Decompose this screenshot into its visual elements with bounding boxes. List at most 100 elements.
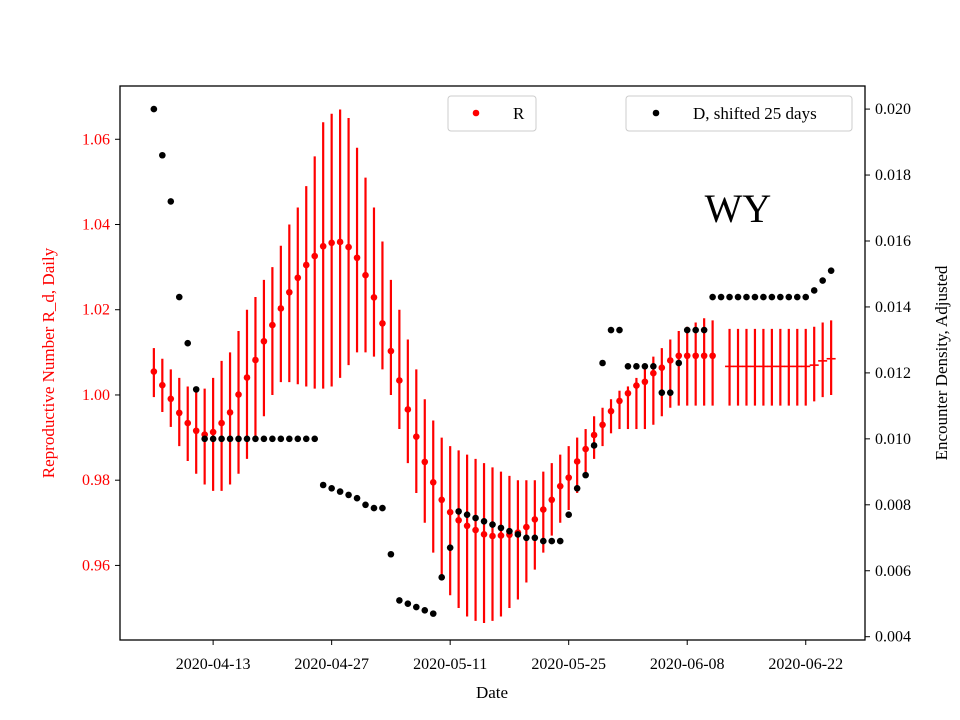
legend-r: R	[447, 95, 537, 132]
d-point	[565, 511, 572, 518]
legend-d-box	[625, 95, 853, 132]
d-point	[734, 293, 742, 301]
y-axis-left-title: Reproductive Number R_d, Daily	[39, 247, 58, 478]
d-point	[302, 435, 310, 443]
d-point	[353, 494, 361, 502]
r-point	[531, 516, 539, 523]
d-point	[497, 524, 505, 532]
r-point	[353, 254, 361, 262]
y-right-tick-label: 0.016	[875, 233, 911, 250]
d-point	[277, 435, 285, 443]
d-point	[252, 435, 259, 443]
d-point	[184, 339, 192, 347]
d-point	[650, 362, 657, 370]
d-point	[692, 326, 699, 334]
legend-d-marker	[652, 109, 660, 117]
d-point	[396, 597, 403, 604]
r-point	[650, 369, 657, 377]
d-point	[362, 501, 369, 509]
r-point	[556, 482, 564, 490]
r-point	[692, 352, 699, 360]
d-point	[379, 504, 386, 512]
d-point	[438, 574, 446, 581]
r-point	[286, 288, 293, 296]
annotation-label: WY	[705, 186, 772, 231]
d-point	[159, 151, 166, 159]
y-right-tick-label: 0.004	[875, 629, 911, 646]
d-point	[827, 267, 835, 274]
r-point	[235, 391, 242, 398]
r-point	[599, 421, 606, 429]
r-point	[421, 458, 429, 466]
d-point	[235, 435, 242, 443]
r-point	[413, 433, 420, 441]
d-point	[218, 435, 225, 443]
d-point	[269, 435, 276, 443]
d-point	[209, 435, 217, 443]
r-point	[294, 274, 302, 282]
r-point	[269, 321, 276, 329]
r-point	[362, 271, 369, 279]
d-point	[802, 293, 810, 301]
y-right-tick-label: 0.008	[875, 497, 911, 514]
d-point	[336, 488, 344, 495]
d-point	[387, 550, 395, 558]
d-point	[429, 610, 437, 617]
y-right-tick-label: 0.010	[875, 431, 911, 448]
y-left-tick-label: 0.96	[82, 557, 110, 574]
data-points	[150, 105, 836, 617]
legend-d: D, shifted 25 days	[625, 95, 853, 132]
d-point	[175, 293, 183, 301]
r-point	[658, 364, 666, 371]
d-point	[709, 293, 716, 301]
r-point	[175, 409, 183, 417]
y-right-tick-label: 0.014	[875, 299, 911, 316]
axis-ticks: 2020-04-13 2020-04-27 2020-05-11 2020-05-25…	[82, 101, 911, 673]
r-point	[277, 305, 285, 312]
r-point	[463, 522, 471, 530]
d-point	[785, 293, 793, 301]
y-axis-right-title: Encounter Density, Adjusted	[932, 265, 951, 460]
d-point	[539, 537, 547, 545]
d-point	[573, 485, 581, 492]
r-point	[404, 406, 412, 413]
y-left-tick-label: 1.04	[82, 217, 110, 234]
r-point	[150, 368, 158, 375]
d-point	[768, 293, 776, 301]
r-point	[497, 532, 505, 539]
d-point	[421, 607, 429, 614]
y-right-tick-label: 0.020	[875, 101, 911, 118]
d-point	[624, 362, 632, 370]
x-tick-label: 2020-05-11	[413, 656, 487, 673]
d-point	[717, 293, 725, 301]
d-point	[743, 293, 750, 301]
x-axis-title: Date	[476, 683, 508, 702]
d-point	[506, 527, 513, 535]
r-point	[616, 397, 623, 405]
r-point	[582, 445, 589, 453]
r-point	[573, 458, 581, 465]
r-point	[209, 428, 217, 436]
d-point	[658, 389, 666, 396]
d-point	[590, 442, 598, 449]
x-tick-label: 2020-06-08	[650, 656, 725, 673]
r-point	[192, 427, 200, 435]
d-point	[523, 534, 530, 542]
d-point	[455, 508, 462, 515]
y-left-tick-label: 1.00	[82, 387, 110, 404]
d-point	[666, 389, 674, 396]
r-point	[607, 407, 615, 415]
plot-frame	[119, 85, 866, 641]
d-point	[675, 359, 683, 367]
d-point	[793, 293, 801, 301]
r-point	[429, 479, 437, 486]
legend-r-box	[447, 95, 537, 132]
d-point	[683, 326, 691, 334]
r-point	[167, 395, 175, 403]
d-point	[319, 481, 327, 489]
r-point	[565, 474, 572, 481]
r-point	[633, 382, 640, 389]
r-point	[548, 496, 556, 504]
r-point	[590, 431, 598, 439]
d-point	[700, 326, 708, 334]
